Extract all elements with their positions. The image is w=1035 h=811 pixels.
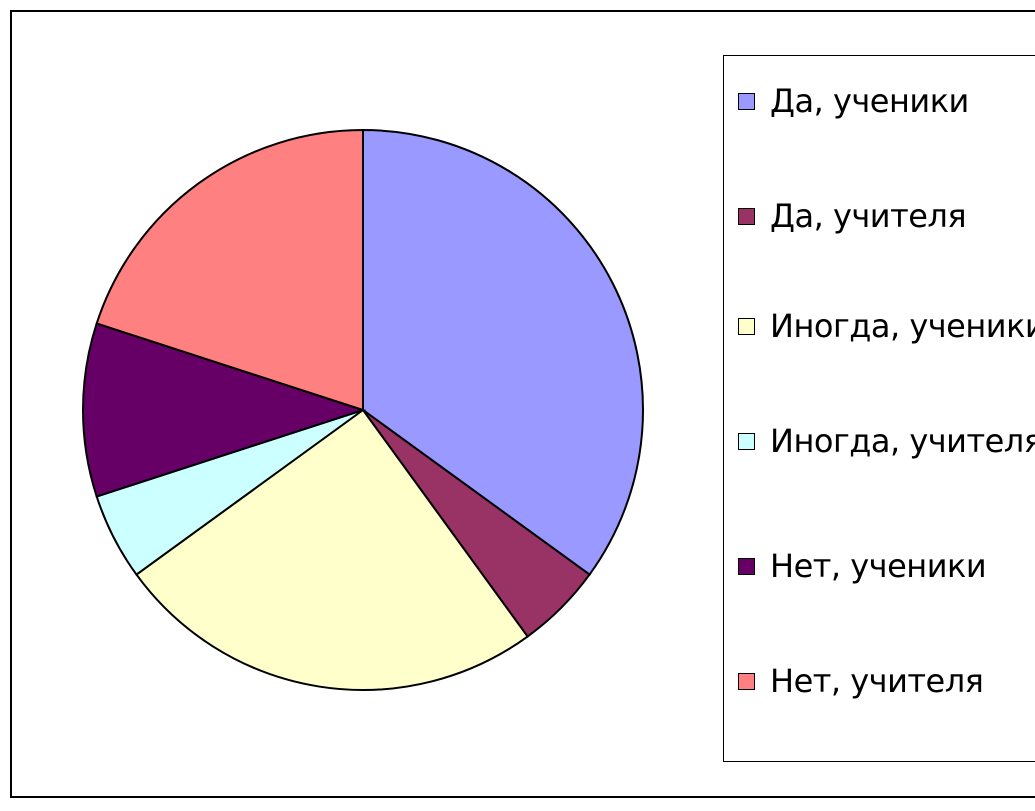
legend-label: Да, ученики bbox=[770, 82, 969, 120]
legend-swatch bbox=[738, 433, 755, 450]
legend-item: Иногда, учителя bbox=[738, 421, 1035, 461]
legend: Да, ученики Да, учителя Иногда, ученики Ино… bbox=[723, 55, 1035, 762]
legend-label: Нет, учителя bbox=[770, 662, 984, 700]
legend-swatch bbox=[738, 673, 755, 690]
legend-label: Да, учителя bbox=[770, 197, 967, 235]
legend-swatch bbox=[738, 318, 755, 335]
legend-item: Иногда, ученики bbox=[738, 306, 1035, 346]
legend-label: Иногда, ученики bbox=[770, 307, 1035, 345]
chart-frame bbox=[10, 10, 1035, 798]
pie-slice bbox=[82, 322, 367, 498]
pie-slice bbox=[362, 128, 644, 576]
legend-swatch bbox=[738, 558, 755, 575]
pie-slice bbox=[135, 408, 529, 691]
legend-swatch bbox=[738, 208, 755, 225]
legend-item: Нет, учителя bbox=[738, 661, 1035, 701]
pie-slice bbox=[95, 128, 364, 412]
legend-label: Иногда, учителя bbox=[770, 422, 1035, 460]
legend-item: Да, ученики bbox=[738, 81, 1035, 121]
legend-item: Нет, ученики bbox=[738, 546, 1035, 586]
legend-label: Нет, ученики bbox=[770, 547, 987, 585]
legend-swatch bbox=[738, 93, 755, 110]
legend-item: Да, учителя bbox=[738, 196, 1035, 236]
